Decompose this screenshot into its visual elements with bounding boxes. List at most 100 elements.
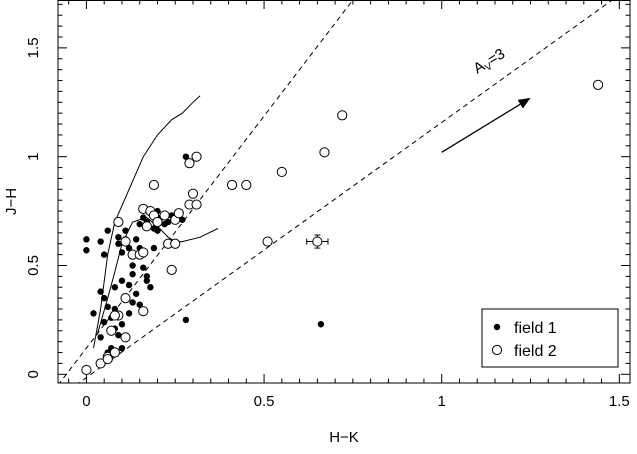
field-2-point bbox=[159, 210, 170, 221]
field-2-point bbox=[226, 179, 238, 191]
field-2-point bbox=[138, 306, 149, 317]
field-2-point bbox=[152, 216, 163, 228]
field-1-point bbox=[132, 236, 140, 243]
field-2-point bbox=[120, 293, 131, 304]
legend: field 1 field 2 bbox=[481, 308, 619, 368]
field-1-point bbox=[164, 218, 172, 226]
field-1-point bbox=[129, 270, 136, 278]
field-1-point bbox=[317, 321, 325, 328]
extinction-vector: AV=3 bbox=[441, 45, 531, 153]
x-tick-label: 0 bbox=[82, 393, 90, 410]
field-1-point bbox=[122, 227, 129, 234]
field-1-point bbox=[115, 233, 122, 241]
legend-label-field-2: field 2 bbox=[514, 343, 557, 360]
extinction-label-sub: V bbox=[483, 61, 495, 74]
y-tick-label: 1 bbox=[25, 153, 42, 161]
field-1-point bbox=[154, 227, 161, 234]
field-2-point bbox=[113, 216, 124, 228]
reddening-band-lines bbox=[59, 0, 613, 383]
y-axis-label: J−H bbox=[3, 188, 20, 215]
axis-ticks: 0 0.5 1 1.5 0 0.5 1 1.5 bbox=[25, 0, 630, 410]
extinction-arrow bbox=[441, 103, 521, 153]
error-bar-point bbox=[306, 234, 329, 249]
field-1-point bbox=[132, 290, 140, 297]
field-1-point bbox=[104, 227, 111, 234]
field-1-point bbox=[90, 310, 97, 317]
field-1-point bbox=[115, 240, 122, 247]
dwarf-branch-curve bbox=[96, 217, 219, 336]
field-2-point bbox=[166, 264, 177, 275]
field-2-point bbox=[81, 364, 92, 376]
y-tick-label: 1.5 bbox=[25, 37, 42, 58]
legend-marker-field-1 bbox=[493, 323, 501, 331]
extinction-arrow-head bbox=[517, 97, 531, 109]
field-1-point bbox=[118, 277, 126, 284]
x-tick-label: 0.5 bbox=[254, 393, 275, 410]
giant-branch-curve bbox=[93, 95, 201, 349]
field-1-point bbox=[182, 316, 190, 324]
field-2-point bbox=[106, 325, 117, 336]
legend-label-field-1: field 1 bbox=[514, 320, 557, 337]
field-1-point bbox=[129, 299, 136, 306]
field-1-point bbox=[97, 238, 104, 245]
field-2-point bbox=[141, 221, 152, 232]
field-2-point bbox=[191, 199, 202, 210]
field-1-point bbox=[118, 344, 126, 352]
field-1-point bbox=[150, 244, 158, 252]
field-2-point bbox=[592, 79, 604, 90]
field-2-point bbox=[184, 158, 195, 169]
field-1-point bbox=[111, 305, 119, 313]
field-2-point bbox=[337, 110, 348, 121]
field-1-point bbox=[100, 318, 108, 326]
field-2-point bbox=[173, 208, 184, 219]
field-2-point bbox=[120, 236, 131, 247]
field-1-point bbox=[182, 153, 190, 160]
legend-marker-field-2 bbox=[491, 344, 503, 356]
field-2-point bbox=[109, 347, 120, 358]
legend-box bbox=[481, 308, 619, 368]
field-1-point bbox=[100, 294, 108, 302]
field-2-point bbox=[170, 238, 181, 249]
field-2-point bbox=[102, 353, 113, 365]
field-1-point bbox=[104, 303, 111, 311]
field-1-point bbox=[125, 244, 133, 252]
field-1-point bbox=[125, 281, 133, 289]
field-2-point bbox=[109, 310, 120, 321]
field-2-point bbox=[138, 247, 149, 258]
field-1-point bbox=[143, 277, 151, 284]
extinction-label-rest: =3 bbox=[485, 45, 508, 68]
field-2-point bbox=[262, 236, 273, 247]
field-1-point bbox=[97, 334, 104, 341]
field-1-point bbox=[140, 214, 147, 221]
field-2-point bbox=[319, 147, 330, 158]
field-1-point bbox=[100, 251, 108, 258]
y-tick-label: 0.5 bbox=[25, 255, 42, 276]
field-1-point bbox=[179, 216, 186, 223]
y-tick-label: 0 bbox=[25, 370, 42, 378]
error-bar-marker bbox=[312, 236, 323, 247]
x-axis-label: H−K bbox=[329, 429, 359, 446]
reddening-line-1 bbox=[59, 0, 354, 383]
field-1-point bbox=[129, 262, 136, 269]
field-1-point bbox=[140, 264, 147, 271]
field-1-point bbox=[97, 288, 104, 295]
extinction-label: AV=3 bbox=[470, 45, 509, 79]
field-2-point bbox=[276, 166, 287, 178]
x-tick-label: 1 bbox=[438, 393, 446, 410]
field-2-point bbox=[148, 179, 160, 191]
field-2-point bbox=[241, 179, 252, 191]
axes bbox=[57, 0, 631, 384]
data-points bbox=[81, 79, 604, 376]
x-tick-label: 1.5 bbox=[609, 393, 630, 410]
field-1-point bbox=[83, 236, 90, 243]
field-1-point bbox=[125, 310, 133, 317]
field-2-point bbox=[120, 332, 131, 343]
field-1-point bbox=[118, 321, 126, 328]
intrinsic-sequence-curves bbox=[93, 95, 219, 349]
field-2-point bbox=[187, 188, 199, 199]
field-1-point bbox=[136, 301, 143, 308]
field-1-point bbox=[147, 284, 154, 291]
plot-frame bbox=[57, 0, 631, 384]
field-1-point bbox=[118, 249, 126, 256]
